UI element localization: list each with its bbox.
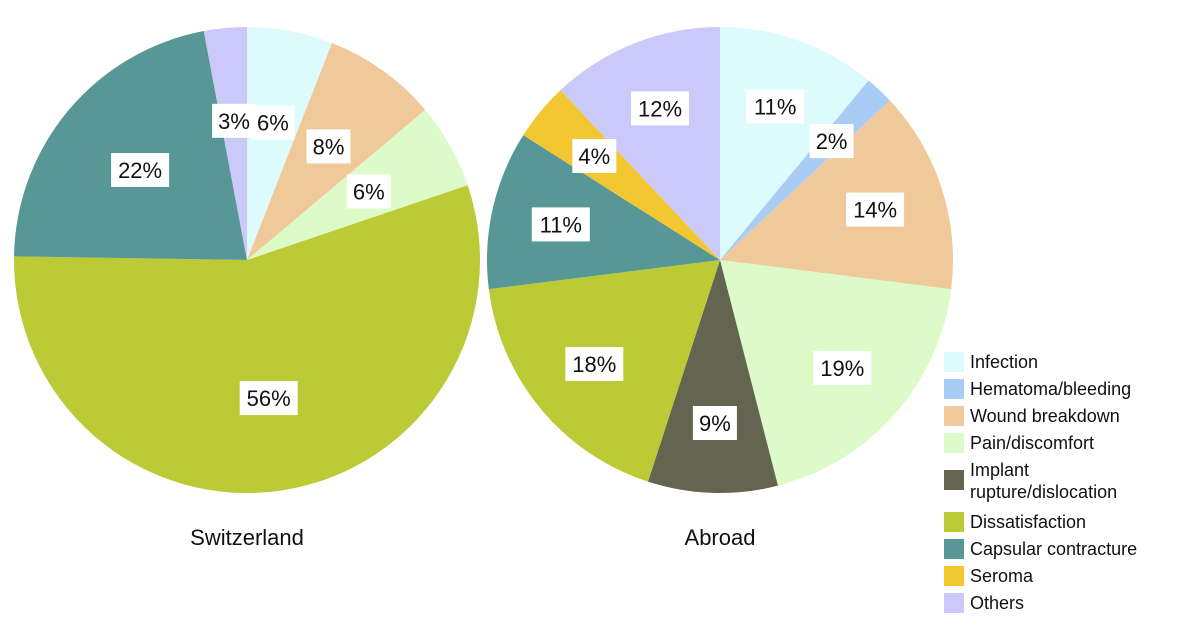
pie-switzerland: 6% 8% 6% 56% 22% 3% Switzerland: [14, 27, 481, 550]
data-label-box: [531, 207, 590, 242]
data-label-switzerland-wound-breakdown: 8%: [306, 129, 351, 164]
data-label-box: [746, 89, 805, 124]
data-label-box: [239, 381, 298, 416]
data-label-box: [306, 129, 351, 164]
data-label-box: [631, 91, 689, 126]
slice-abroad-seroma: [523, 90, 720, 261]
data-label-abroad-implant-rupture-dislocation: 9%: [692, 406, 737, 440]
data-label-box: [846, 192, 905, 227]
data-label-text: 19%: [820, 356, 864, 381]
data-label-box: [346, 174, 391, 209]
legend-item-wound-breakdown: Wound breakdown: [944, 406, 1120, 426]
data-label-text: 9%: [699, 411, 731, 436]
data-label-text: 18%: [572, 352, 616, 377]
pie-title-abroad: Abroad: [685, 525, 756, 550]
slice-switzerland-others: [203, 27, 247, 260]
data-label-text: 3%: [218, 109, 250, 134]
slice-switzerland-dissatisfaction: [14, 185, 481, 494]
pie-abroad: 11% 2% 14% 19% 9% 18% 11% 4% 12% Abroad: [487, 26, 953, 550]
data-label-switzerland-capsular-contracture: 22%: [111, 153, 170, 187]
legend-swatch: [944, 379, 964, 399]
legend-item-seroma: Seroma: [944, 566, 1034, 586]
data-label-abroad-seroma: 4%: [572, 139, 617, 173]
legend-swatch: [944, 470, 964, 490]
legend-swatch: [944, 406, 964, 426]
data-label-abroad-others: 12%: [631, 91, 689, 126]
data-label-text: 6%: [257, 111, 289, 136]
legend-label: rupture/dislocation: [970, 482, 1117, 502]
legend-item-pain-discomfort: Pain/discomfort: [944, 433, 1094, 453]
slice-abroad-wound-breakdown: [720, 100, 953, 290]
legend-swatch: [944, 352, 964, 372]
legend-item-infection: Infection: [944, 352, 1038, 372]
data-label-box: [809, 124, 854, 159]
data-label-text: 8%: [313, 134, 345, 159]
legend-swatch: [944, 512, 964, 532]
legend-label: Seroma: [970, 566, 1034, 586]
legend-label: Wound breakdown: [970, 406, 1120, 426]
data-label-abroad-infection: 11%: [746, 89, 805, 124]
legend-label: Implant: [970, 460, 1029, 480]
data-label-switzerland-pain-discomfort: 6%: [346, 174, 391, 209]
data-label-box: [212, 103, 256, 138]
data-label-box: [250, 105, 295, 140]
legend-label: Capsular contracture: [970, 539, 1137, 559]
data-label-text: 6%: [353, 179, 385, 204]
legend-label: Hematoma/bleeding: [970, 379, 1131, 399]
legend-item-hematoma-bleeding: Hematoma/bleeding: [944, 379, 1131, 399]
data-label-box: [111, 153, 170, 187]
data-label-text: 11%: [754, 95, 796, 120]
legend-label: Dissatisfaction: [970, 512, 1086, 532]
data-label-switzerland-infection: 6%: [250, 105, 295, 140]
legend-swatch: [944, 539, 964, 559]
legend-item-capsular-contracture: Capsular contracture: [944, 539, 1137, 559]
data-label-text: 2%: [816, 129, 848, 154]
legend-item-others: Others: [944, 593, 1024, 613]
legend-swatch: [944, 433, 964, 453]
data-label-abroad-pain-discomfort: 19%: [813, 350, 872, 385]
slice-abroad-others: [560, 26, 720, 261]
pie-title-switzerland: Switzerland: [190, 525, 304, 550]
data-label-box: [572, 139, 617, 173]
data-label-switzerland-dissatisfaction: 56%: [239, 381, 298, 416]
legend-swatch: [944, 566, 964, 586]
legend-label: Infection: [970, 352, 1038, 372]
data-label-box: [565, 347, 624, 381]
legend-label: Others: [970, 593, 1024, 613]
data-label-abroad-dissatisfaction: 18%: [565, 347, 624, 381]
slice-switzerland-capsular-contracture: [14, 31, 248, 260]
data-label-box: [813, 350, 872, 385]
data-label-abroad-wound-breakdown: 14%: [846, 192, 905, 227]
data-label-box: [692, 406, 737, 440]
data-label-text: 56%: [247, 386, 291, 411]
legend-label: Pain/discomfort: [970, 433, 1094, 453]
data-label-text: 14%: [853, 198, 897, 223]
data-label-text: 4%: [578, 144, 610, 169]
data-label-text: 22%: [118, 158, 162, 183]
slice-switzerland-infection: [247, 27, 332, 260]
legend: Infection Hematoma/bleeding Wound breakdow…: [944, 352, 1137, 613]
data-label-text: 12%: [638, 96, 682, 121]
legend-item-dissatisfaction: Dissatisfaction: [944, 512, 1086, 532]
slice-abroad-capsular-contracture: [487, 135, 720, 290]
legend-swatch: [944, 593, 964, 613]
data-label-text: 11%: [540, 212, 582, 237]
slice-abroad-implant-rupture-dislocation: [648, 260, 778, 494]
data-label-abroad-hematoma-bleeding: 2%: [809, 124, 854, 159]
slice-abroad-infection: [720, 27, 869, 260]
data-label-abroad-capsular-contracture: 11%: [531, 207, 590, 242]
data-label-switzerland-others: 3%: [212, 103, 256, 138]
